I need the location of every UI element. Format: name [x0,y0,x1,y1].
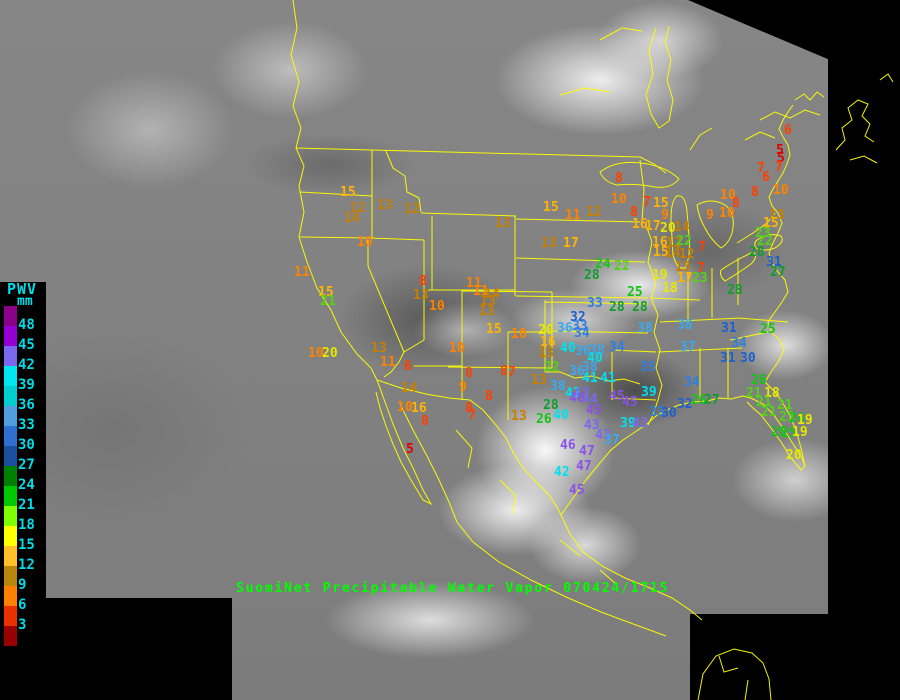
legend-label: 6 [18,597,27,613]
legend-label: 18 [18,517,35,533]
legend-title: PWV [7,280,38,298]
legend-unit: mm [17,294,33,309]
pwv-color-legend: PWV mm 48 45 42 39 36 33 30 27 24 21 18 15 12 9 6 3 [0,280,60,662]
no-data-corner-bottom-left [0,598,232,700]
legend-swatch [4,426,17,446]
legend-swatch [4,386,17,406]
legend-swatch [4,486,17,506]
legend-swatch [4,446,17,466]
legend-label: 30 [18,437,35,453]
legend-swatch [4,546,17,566]
legend-label: 45 [18,337,35,353]
product-caption: SuomiNet Precipitable Water Vapor 070424… [236,581,670,596]
legend-swatch [4,306,17,326]
legend-swatch [4,606,17,626]
legend-label: 39 [18,377,35,393]
legend-label: 9 [18,577,27,593]
legend-swatch [4,346,17,366]
legend-swatch [4,586,17,606]
legend-label: 21 [18,497,35,513]
legend-swatch [4,366,17,386]
legend-label: 27 [18,457,35,473]
legend-swatch [4,326,17,346]
legend-swatch [4,626,17,646]
no-data-right-edge [828,0,900,700]
legend-swatch [4,526,17,546]
legend-label: 48 [18,317,35,333]
legend-swatch [4,466,17,486]
legend-label: 36 [18,397,35,413]
legend-label: 42 [18,357,35,373]
legend-label: 33 [18,417,35,433]
legend-swatch [4,406,17,426]
legend-label: 12 [18,557,35,573]
legend-swatch [4,566,17,586]
no-data-corner-bottom-right [690,614,830,700]
legend-label: 3 [18,617,27,633]
legend-swatch [4,506,17,526]
legend-label: 15 [18,537,35,553]
legend-label: 24 [18,477,35,493]
